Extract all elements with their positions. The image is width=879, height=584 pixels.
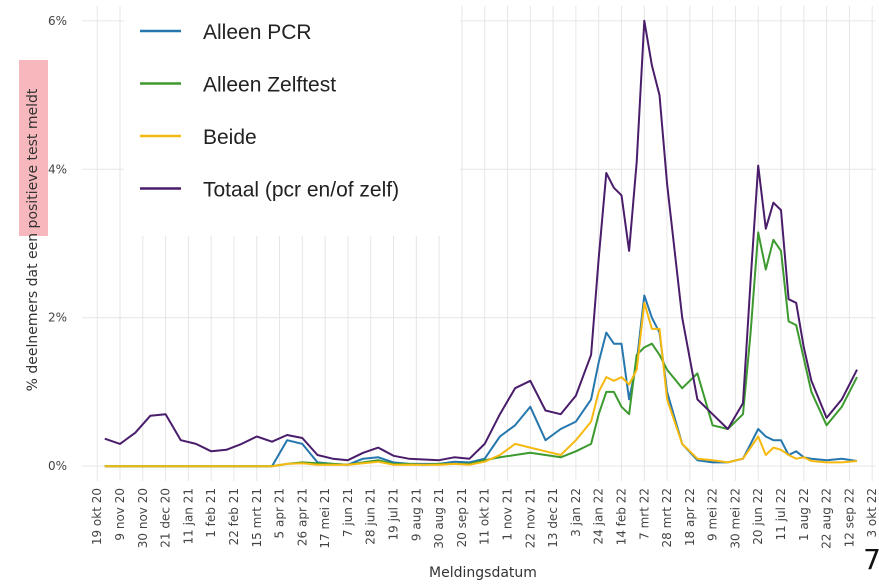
series-line bbox=[104, 19, 858, 462]
x-tick-label: 22 feb 21 bbox=[227, 488, 241, 545]
highlight bbox=[19, 60, 48, 236]
x-tick-label: 30 nov 20 bbox=[136, 488, 150, 548]
x-tick-label: 1 feb 21 bbox=[204, 488, 218, 538]
x-tick-label: 7 mrt 22 bbox=[637, 488, 651, 540]
x-tick-label: 9 aug 21 bbox=[409, 488, 423, 541]
x-tick-label: 26 apr 21 bbox=[295, 488, 309, 546]
series-line bbox=[104, 301, 858, 468]
legend-label: Alleen Zelftest bbox=[203, 74, 336, 97]
x-tick-label: 21 dec 20 bbox=[159, 488, 173, 548]
legend-label: Beide bbox=[203, 126, 257, 149]
x-tick-label: 19 jul 21 bbox=[387, 488, 401, 540]
x-tick-label: 14 feb 22 bbox=[614, 488, 628, 545]
x-tick-label: 15 mrt 21 bbox=[250, 488, 264, 548]
x-tick-label: 3 jan 22 bbox=[569, 488, 583, 537]
x-tick-label: 3 okt 22 bbox=[865, 488, 879, 538]
x-tick-label: 5 apr 21 bbox=[273, 488, 287, 538]
x-tick-label: 9 nov 20 bbox=[113, 488, 127, 541]
page-number: 7 bbox=[863, 543, 879, 576]
x-tick-label: 17 mei 21 bbox=[318, 488, 332, 549]
legend-label: Totaal (pcr en/of zelf) bbox=[203, 179, 399, 202]
x-tick-label: 11 okt 21 bbox=[478, 488, 492, 545]
x-axis-title: Meldingsdatum bbox=[429, 565, 537, 581]
x-tick-label: 11 jul 22 bbox=[774, 488, 788, 540]
x-tick-label: 19 okt 20 bbox=[90, 488, 104, 545]
y-tick-label: 0% bbox=[48, 459, 67, 473]
x-tick-label: 24 jan 22 bbox=[592, 488, 606, 544]
x-tick-label: 22 aug 22 bbox=[820, 488, 834, 549]
x-tick-label: 18 apr 22 bbox=[683, 488, 697, 546]
x-tick-label: 30 aug 21 bbox=[432, 488, 446, 549]
x-tick-label: 11 jan 21 bbox=[181, 488, 195, 544]
y-tick-label: 4% bbox=[48, 162, 67, 176]
y-tick-label: 6% bbox=[48, 14, 67, 28]
x-tick-label: 9 mei 22 bbox=[706, 488, 720, 541]
x-tick-label: 20 jun 22 bbox=[751, 488, 765, 545]
x-tick-label: 22 nov 21 bbox=[523, 488, 537, 548]
x-tick-label: 7 jun 21 bbox=[341, 488, 355, 537]
x-tick-label: 12 sep 22 bbox=[842, 488, 856, 547]
x-tick-label: 1 nov 21 bbox=[500, 488, 514, 541]
x-tick-label: 28 mrt 22 bbox=[660, 488, 674, 548]
x-tick-label: 13 dec 21 bbox=[546, 488, 560, 548]
legend-box bbox=[124, 0, 460, 236]
x-tick-label: 28 jun 21 bbox=[364, 488, 378, 545]
x-tick-label: 30 mei 22 bbox=[728, 488, 742, 549]
x-tick-label: 20 sep 21 bbox=[455, 488, 469, 547]
legend-label: Alleen PCR bbox=[203, 21, 312, 44]
y-axis-title: % deelnemers dat een positieve test meld… bbox=[25, 88, 41, 391]
y-tick-label: 2% bbox=[48, 311, 67, 325]
series-line bbox=[104, 231, 858, 468]
x-tick-label: 1 aug 22 bbox=[797, 488, 811, 541]
